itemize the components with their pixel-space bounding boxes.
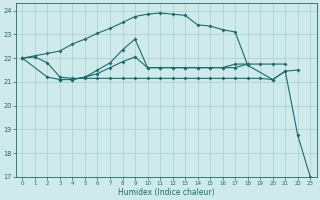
X-axis label: Humidex (Indice chaleur): Humidex (Indice chaleur) xyxy=(118,188,215,197)
